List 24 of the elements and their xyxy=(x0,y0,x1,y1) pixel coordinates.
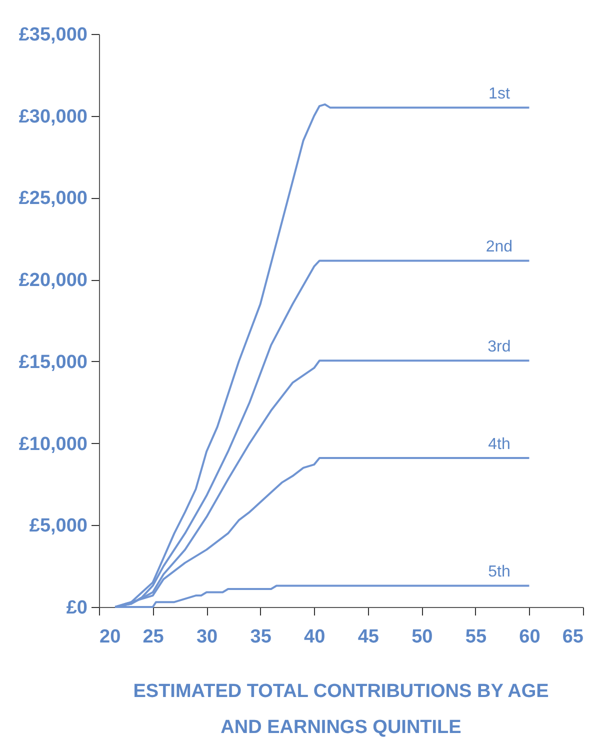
x-tick-label: 55 xyxy=(465,626,487,648)
y-tick-label: £5,000 xyxy=(29,516,88,537)
y-tick-label: £30,000 xyxy=(18,106,88,128)
series-label: 5th xyxy=(488,564,510,581)
x-tick-label: 30 xyxy=(196,626,218,648)
y-tick-label: £15,000 xyxy=(18,352,88,373)
y-tick-label: £35,000 xyxy=(18,24,88,46)
series-label: 4th xyxy=(488,436,510,454)
x-tick-label: 25 xyxy=(142,626,164,648)
y-tick-label: £0 xyxy=(66,598,88,618)
series-label: 2nd xyxy=(486,238,513,256)
x-tick-label: 35 xyxy=(250,626,272,648)
x-tick-label: 60 xyxy=(519,626,540,648)
x-tick-label: 20 xyxy=(100,626,121,648)
y-tick-label: £20,000 xyxy=(18,270,88,292)
y-tick-label: £25,000 xyxy=(18,188,88,210)
y-tick-label: £10,000 xyxy=(18,434,88,455)
x-tick-label: 65 xyxy=(562,626,584,648)
series-label: 1st xyxy=(488,86,510,103)
x-tick-label: 50 xyxy=(412,626,433,648)
series-label: 3rd xyxy=(488,338,511,356)
text: ESTIMATED TOTAL CONTRIBUTIONS BY AGE AND EARNINGS QUINTILE xyxy=(133,681,549,738)
x-tick-label: 40 xyxy=(304,626,326,648)
x-tick-label: 45 xyxy=(358,626,380,648)
